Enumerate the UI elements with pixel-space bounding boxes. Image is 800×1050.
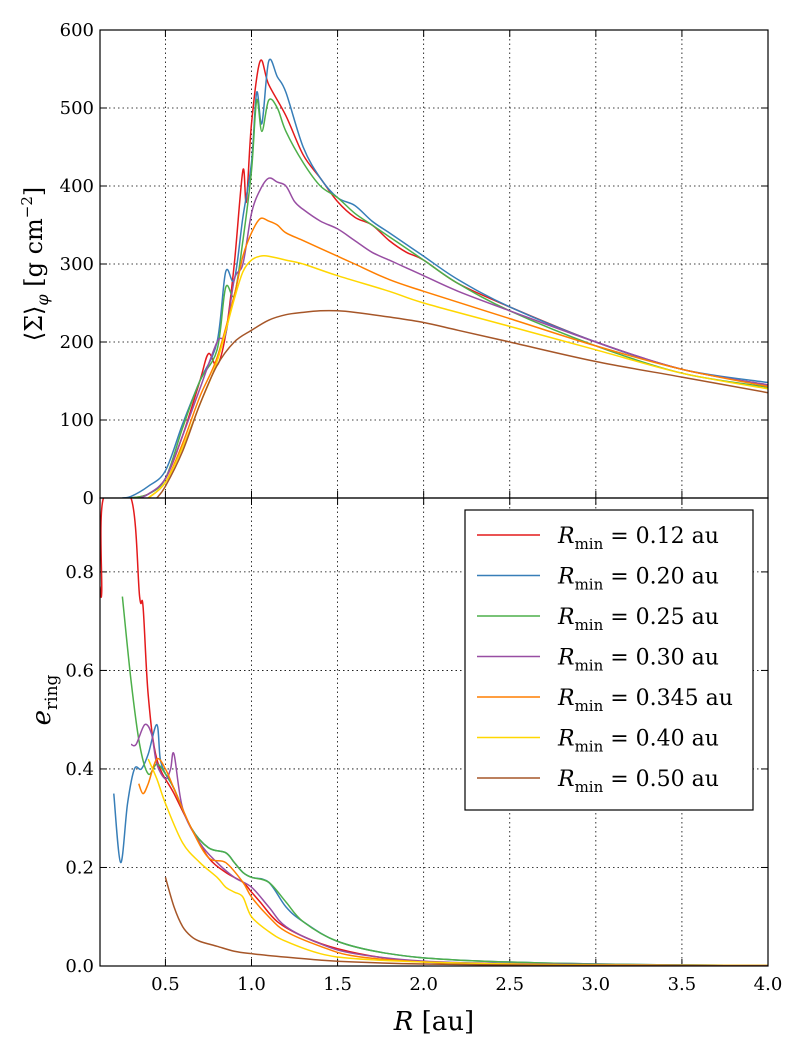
bottom-y-axis-label: ering: [27, 674, 62, 725]
bottom-y-tick-label: 0.2: [65, 857, 94, 878]
bottom-y-axis-label-symbol: e: [27, 710, 57, 725]
x-tick-label: 1.0: [237, 974, 266, 995]
top-y-tick-label: 0: [83, 488, 94, 509]
bottom-y-tick-labels: 0.0 0.2 0.4 0.6 0.8: [65, 562, 94, 977]
top-y-axis-label: ⟨Σ⟩φ [g cm−2]: [18, 187, 52, 342]
top-y-tick-labels: 0 100 200 300 400 500 600: [60, 20, 94, 509]
bottom-series-line-6: [164, 877, 768, 966]
bottom-y-tick-label: 0.0: [65, 956, 94, 977]
top-series-line-6: [156, 309, 768, 498]
top-y-axis-label-symbol: ⟨Σ⟩: [20, 306, 48, 342]
top-y-tick-label: 200: [60, 332, 94, 353]
legend-label-0: Rmin = 0.12 au: [557, 524, 719, 553]
x-tick-labels: 0.5 1.0 1.5 2.0 2.5 3.0 3.5 4.0: [151, 974, 782, 995]
bottom-series-lines: [100, 498, 768, 966]
top-y-axis-label-sub: φ: [33, 294, 52, 306]
top-y-axis-label-unit: [g cm: [20, 218, 48, 287]
x-tick-label: 3.5: [668, 974, 697, 995]
top-series-line-3: [139, 177, 768, 498]
bottom-y-tick-label: 0.4: [65, 759, 94, 780]
bottom-y-axis-label-sub: ring: [42, 674, 62, 710]
x-tick-label: 1.5: [323, 974, 352, 995]
legend-label-5: Rmin = 0.40 au: [557, 727, 719, 756]
top-series-line-1: [122, 58, 768, 498]
x-axis-label-symbol: R: [393, 1007, 414, 1037]
x-axis-label: R [au]: [393, 1007, 474, 1037]
legend-label-1: Rmin = 0.20 au: [557, 565, 719, 594]
bottom-series-line-5: [147, 758, 768, 966]
x-tick-label: 2.5: [495, 974, 524, 995]
x-tick-label: 3.0: [582, 974, 611, 995]
legend: Rmin = 0.12 au Rmin = 0.20 au Rmin = 0.25 …: [464, 509, 754, 811]
top-y-tick-label: 100: [60, 410, 94, 431]
bottom-series-line-2: [121, 596, 768, 966]
top-y-tick-label: 300: [60, 254, 94, 275]
top-y-tick-label: 600: [60, 20, 94, 41]
legend-label-4: Rmin = 0.345 au: [557, 686, 733, 715]
legend-box: [464, 509, 754, 811]
bottom-panel-frame: [99, 497, 769, 967]
legend-label-6: Rmin = 0.50 au: [557, 767, 719, 796]
top-y-axis-label-exp: −2: [18, 196, 36, 218]
x-tick-label: 4.0: [754, 974, 783, 995]
x-tick-label: 2.0: [409, 974, 438, 995]
legend-label-3: Rmin = 0.30 au: [557, 646, 719, 675]
top-y-tick-label: 400: [60, 176, 94, 197]
x-tick-label: 0.5: [151, 974, 180, 995]
legend-label-2: Rmin = 0.25 au: [557, 605, 719, 634]
top-series-line-4: [147, 217, 768, 498]
top-series-line-2: [130, 98, 768, 498]
x-axis-label-unit: [au]: [422, 1007, 475, 1037]
top-y-tick-label: 500: [60, 98, 94, 119]
bottom-y-tick-label: 0.6: [65, 660, 94, 681]
top-series-lines: [122, 58, 768, 498]
bottom-y-tick-label: 0.8: [65, 562, 94, 583]
